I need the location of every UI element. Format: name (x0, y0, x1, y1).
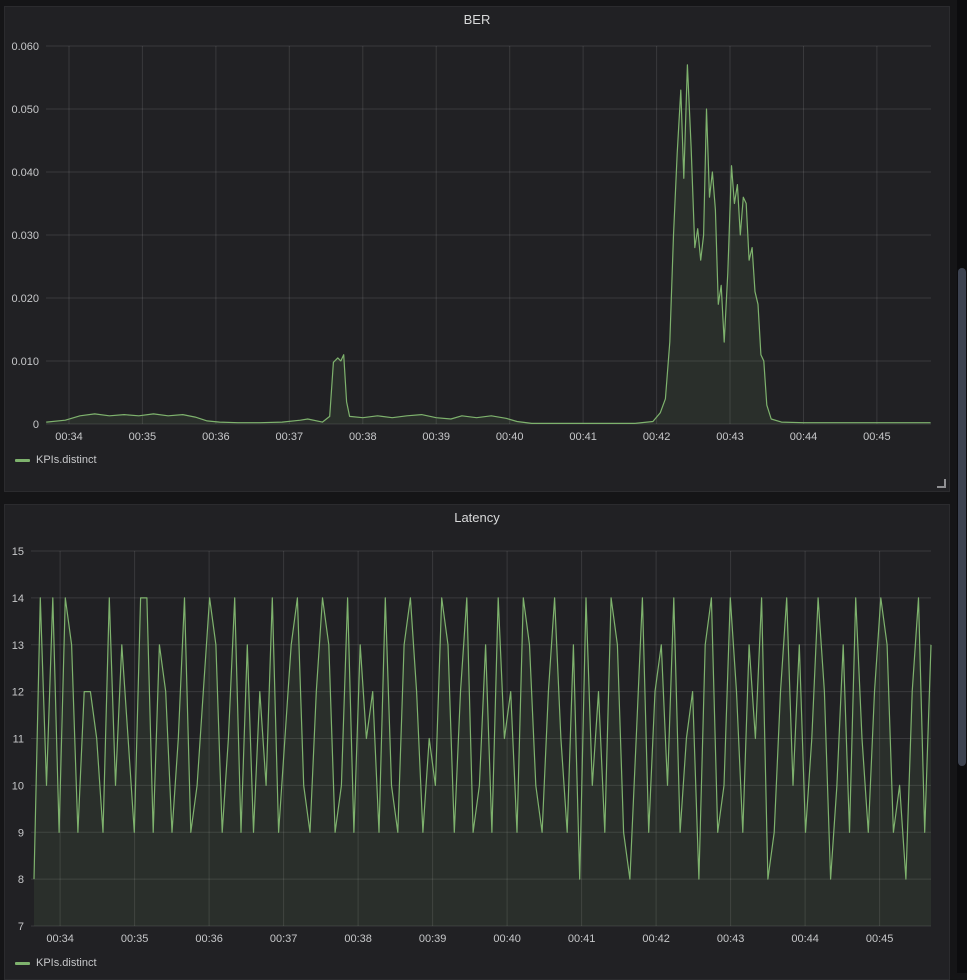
svg-text:00:45: 00:45 (866, 933, 894, 945)
svg-text:0.030: 0.030 (11, 230, 39, 242)
svg-text:15: 15 (12, 546, 24, 558)
svg-text:8: 8 (18, 874, 24, 886)
svg-text:9: 9 (18, 827, 24, 839)
page-scrollbar-track[interactable] (957, 0, 967, 973)
legend-series-label: KPIs.distinct (36, 957, 97, 969)
svg-text:00:41: 00:41 (569, 431, 597, 443)
svg-text:0.050: 0.050 (11, 104, 39, 116)
svg-text:0: 0 (33, 419, 39, 431)
svg-text:00:41: 00:41 (568, 933, 596, 945)
svg-text:00:36: 00:36 (202, 431, 230, 443)
svg-text:0.020: 0.020 (11, 293, 39, 305)
svg-text:00:39: 00:39 (422, 431, 450, 443)
svg-text:00:44: 00:44 (791, 933, 819, 945)
svg-text:00:43: 00:43 (717, 933, 745, 945)
panel-resize-handle-icon[interactable] (937, 479, 946, 488)
svg-text:7: 7 (18, 921, 24, 933)
page-scrollbar-thumb[interactable] (958, 268, 966, 766)
svg-text:00:40: 00:40 (493, 933, 521, 945)
panel-ber: BER 0 0.010 0.020 0.030 0.040 0.050 0.060 00:34… (4, 6, 950, 492)
svg-text:00:37: 00:37 (276, 431, 304, 443)
svg-text:11: 11 (13, 734, 24, 746)
svg-text:00:35: 00:35 (121, 933, 149, 945)
svg-text:13: 13 (12, 640, 24, 652)
panel-title-ber[interactable]: BER (463, 12, 491, 27)
svg-text:0.060: 0.060 (11, 41, 39, 53)
svg-text:00:40: 00:40 (496, 431, 524, 443)
legend-item-ber[interactable]: KPIs.distinct (15, 454, 97, 466)
svg-text:00:37: 00:37 (270, 933, 298, 945)
svg-text:10: 10 (12, 780, 24, 792)
legend-item-latency[interactable]: KPIs.distinct (15, 957, 97, 969)
svg-text:12: 12 (12, 687, 24, 699)
svg-text:0.010: 0.010 (11, 356, 39, 368)
svg-text:14: 14 (12, 593, 24, 605)
svg-text:00:34: 00:34 (55, 431, 83, 443)
ber-chart-canvas[interactable]: 0 0.010 0.020 0.030 0.040 0.050 0.060 00:34 00:3… (5, 7, 949, 491)
latency-chart-canvas[interactable]: 7 8 9 10 11 12 13 14 15 00:34 00:35 00:36 00:37 00:38… (5, 505, 949, 979)
svg-text:00:35: 00:35 (129, 431, 157, 443)
svg-text:00:44: 00:44 (790, 431, 818, 443)
svg-text:00:38: 00:38 (344, 933, 372, 945)
legend-series-color-icon (15, 458, 30, 462)
svg-text:00:38: 00:38 (349, 431, 377, 443)
svg-text:00:42: 00:42 (642, 933, 670, 945)
legend-series-color-icon (15, 961, 30, 965)
svg-text:00:39: 00:39 (419, 933, 447, 945)
panel-title-latency[interactable]: Latency (454, 510, 500, 525)
panel-latency: Latency 7 8 9 10 11 12 13 14 15 00:34 00:35 00:36 00… (4, 504, 950, 980)
svg-text:00:43: 00:43 (716, 431, 744, 443)
svg-text:00:42: 00:42 (643, 431, 671, 443)
svg-text:0.040: 0.040 (11, 167, 39, 179)
legend-series-label: KPIs.distinct (36, 454, 97, 466)
svg-text:00:36: 00:36 (195, 933, 223, 945)
svg-text:00:45: 00:45 (863, 431, 891, 443)
svg-text:00:34: 00:34 (46, 933, 74, 945)
